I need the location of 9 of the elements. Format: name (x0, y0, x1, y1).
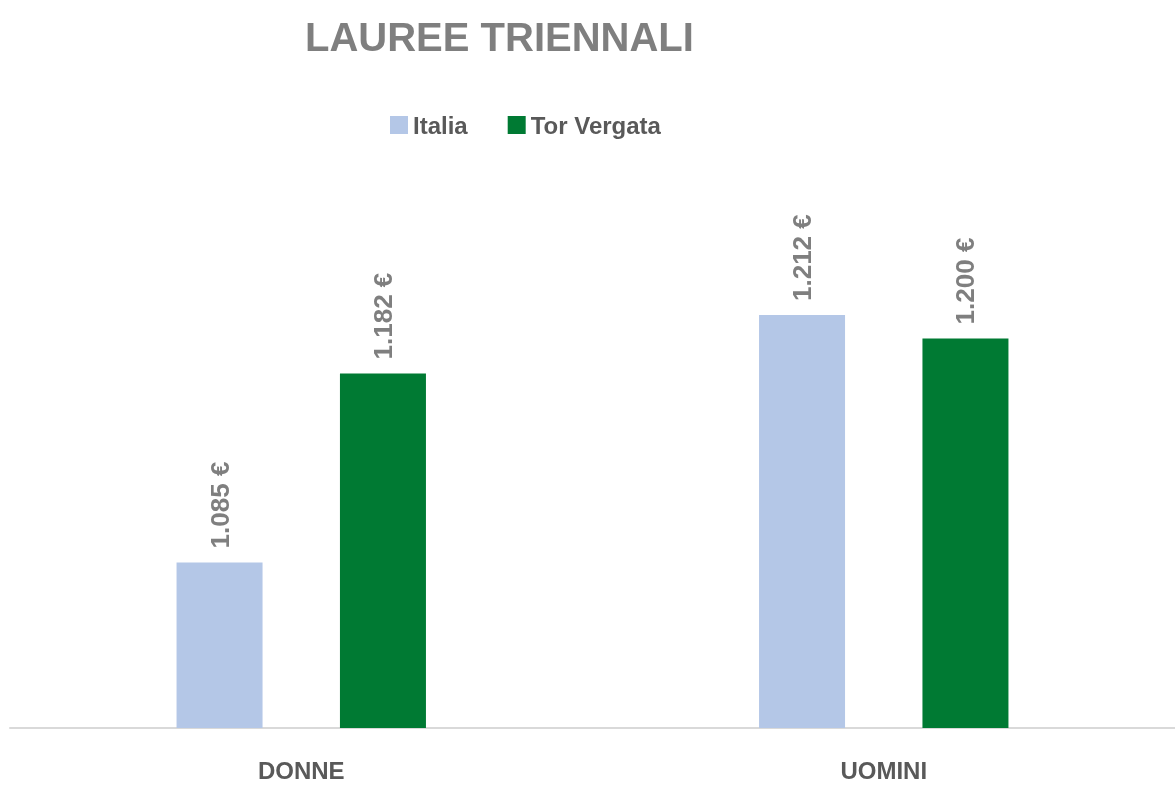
data-label: 1.212 € (787, 214, 818, 301)
data-label: 1.085 € (204, 461, 235, 549)
x-tick-label: DONNE (257, 756, 345, 784)
data-label: 1.182 € (367, 272, 398, 360)
x-tick-label: UOMINI (840, 756, 928, 784)
chart-title: LAUREE TRIENNALI (305, 15, 694, 59)
legend-label: Italia (413, 111, 469, 139)
data-label: 1.200 € (950, 237, 981, 325)
legend-label: Tor Vergata (530, 111, 662, 139)
